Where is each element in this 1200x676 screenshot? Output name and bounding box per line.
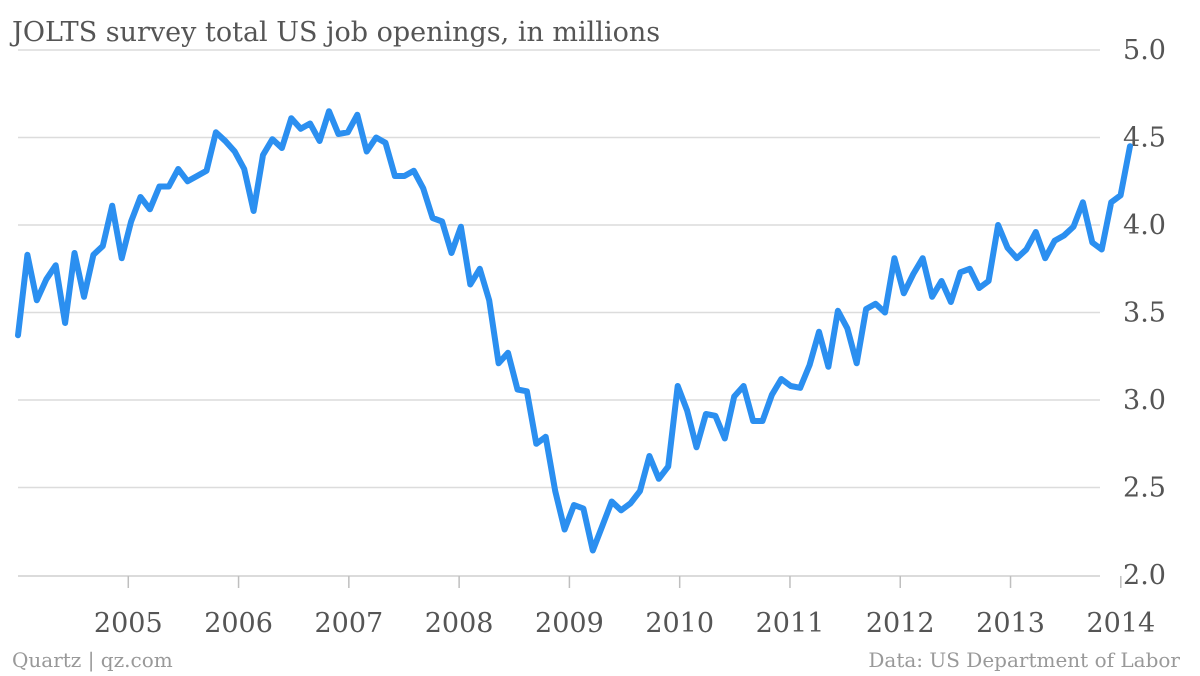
x-tick-label: 2012 (866, 608, 935, 639)
x-tick-label: 2006 (204, 608, 273, 639)
y-axis-ticks: 2.02.53.03.54.04.55.0 (1123, 35, 1166, 591)
y-tick-label: 5.0 (1123, 35, 1166, 66)
source-credit: Quartz | qz.com (12, 648, 173, 673)
x-tick-label: 2014 (1086, 608, 1155, 639)
series-layer (15, 108, 1133, 554)
data-source: Data: US Department of Labor (868, 648, 1180, 672)
y-tick-label: 3.0 (1123, 385, 1166, 416)
x-axis-ticks: 2005 2006 2007 2008 2009 2010 2011 2012 2013 2014 (94, 576, 1155, 639)
gridlines (18, 49, 1100, 577)
x-tick-label: 2009 (535, 608, 604, 639)
x-tick-label: 2007 (314, 608, 383, 639)
y-tick-label: 3.5 (1123, 298, 1166, 329)
y-tick-label: 4.0 (1123, 210, 1166, 241)
y-tick-label: 2.5 (1123, 473, 1166, 504)
series-line (15, 108, 1133, 554)
x-tick-label: 2010 (645, 608, 714, 639)
x-tick-label: 2008 (425, 608, 494, 639)
x-tick-label: 2013 (976, 608, 1045, 639)
x-tick-label: 2011 (756, 608, 825, 639)
x-tick-label: 2005 (94, 608, 163, 639)
chart-title: JOLTS survey total US job openings, in m… (9, 17, 660, 48)
y-tick-label: 2.0 (1123, 560, 1166, 591)
